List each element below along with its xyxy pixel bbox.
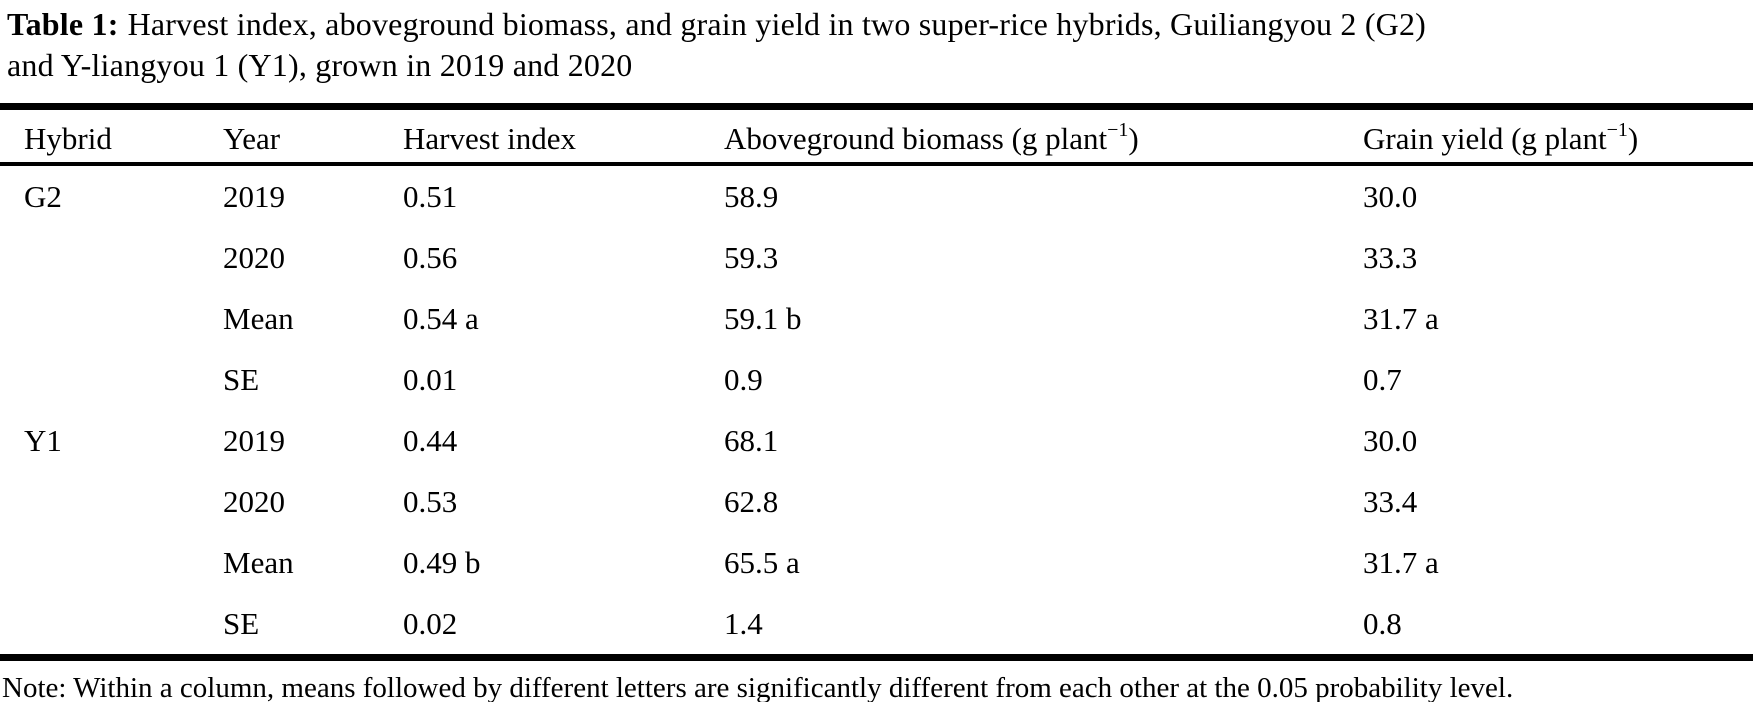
cell-grain-yield: 33.4 xyxy=(1363,484,1418,519)
cell-harvest-index: 0.51 xyxy=(403,179,458,214)
cell-grain-yield: 31.7 a xyxy=(1363,545,1439,580)
superscript-unit: −1 xyxy=(1107,119,1129,141)
cell-aboveground-biomass: 59.3 xyxy=(724,240,779,275)
cell-aboveground-biomass: 68.1 xyxy=(724,423,779,458)
table-note: Note: Within a column, means followed by… xyxy=(2,672,1514,702)
cell-hybrid: Y1 xyxy=(24,423,62,458)
table-caption-label: Table 1: xyxy=(7,6,119,42)
cell-harvest-index: 0.01 xyxy=(403,362,458,397)
table-row: Mean 0.49 b 65.5 a 31.7 a xyxy=(0,532,1753,593)
cell-year: 2020 xyxy=(223,484,285,519)
cell-hybrid xyxy=(0,593,223,658)
cell-harvest-index: 0.54 a xyxy=(403,301,479,336)
cell-year: 2019 xyxy=(223,423,285,458)
cell-hybrid xyxy=(0,532,223,593)
cell-year: 2019 xyxy=(223,179,285,214)
cell-harvest-index: 0.56 xyxy=(403,240,458,275)
cell-year: Mean xyxy=(223,545,294,580)
cell-aboveground-biomass: 0.9 xyxy=(724,362,763,397)
cell-grain-yield: 0.8 xyxy=(1363,606,1402,641)
cell-grain-yield: 30.0 xyxy=(1363,179,1418,214)
cell-aboveground-biomass: 59.1 b xyxy=(724,301,802,336)
column-header-grain-yield: Grain yield (g plant−1) xyxy=(1363,106,1753,166)
table-caption: Table 1: Harvest index, aboveground bioma… xyxy=(7,4,1749,86)
superscript-unit: −1 xyxy=(1606,119,1628,141)
cell-grain-yield: 31.7 a xyxy=(1363,301,1439,336)
table-row: SE 0.01 0.9 0.7 xyxy=(0,349,1753,410)
table-body: G2 2019 0.51 58.9 30.0 2020 0.56 59.3 33… xyxy=(0,164,1753,658)
results-table: Hybrid Year Harvest index Aboveground bi… xyxy=(0,103,1753,661)
table-row: 2020 0.53 62.8 33.4 xyxy=(0,471,1753,532)
cell-hybrid xyxy=(0,349,223,410)
column-header-aboveground-biomass: Aboveground biomass (g plant−1) xyxy=(724,106,1363,166)
cell-aboveground-biomass: 62.8 xyxy=(724,484,779,519)
cell-year: SE xyxy=(223,606,260,641)
table-row: G2 2019 0.51 58.9 30.0 xyxy=(0,164,1753,227)
table-header-row: Hybrid Year Harvest index Aboveground bi… xyxy=(0,106,1753,166)
table-row: 2020 0.56 59.3 33.3 xyxy=(0,227,1753,288)
cell-grain-yield: 30.0 xyxy=(1363,423,1418,458)
cell-hybrid xyxy=(0,227,223,288)
column-header-year: Year xyxy=(223,106,403,166)
cell-harvest-index: 0.02 xyxy=(403,606,458,641)
cell-aboveground-biomass: 1.4 xyxy=(724,606,763,641)
column-header-harvest-index: Harvest index xyxy=(403,106,724,166)
table-row: SE 0.02 1.4 0.8 xyxy=(0,593,1753,658)
column-header-hybrid: Hybrid xyxy=(0,106,223,166)
cell-aboveground-biomass: 65.5 a xyxy=(724,545,800,580)
cell-hybrid xyxy=(0,288,223,349)
cell-year: Mean xyxy=(223,301,294,336)
table-caption-line2: and Y-liangyou 1 (Y1), grown in 2019 and… xyxy=(7,47,633,83)
cell-hybrid: G2 xyxy=(24,179,62,214)
cell-grain-yield: 0.7 xyxy=(1363,362,1402,397)
cell-harvest-index: 0.49 b xyxy=(403,545,481,580)
cell-grain-yield: 33.3 xyxy=(1363,240,1418,275)
cell-hybrid xyxy=(0,471,223,532)
cell-year: 2020 xyxy=(223,240,285,275)
cell-year: SE xyxy=(223,362,260,397)
cell-aboveground-biomass: 58.9 xyxy=(724,179,779,214)
table-row: Y1 2019 0.44 68.1 30.0 xyxy=(0,410,1753,471)
table-caption-line1: Harvest index, aboveground biomass, and … xyxy=(127,6,1427,42)
table-row: Mean 0.54 a 59.1 b 31.7 a xyxy=(0,288,1753,349)
cell-harvest-index: 0.44 xyxy=(403,423,458,458)
cell-harvest-index: 0.53 xyxy=(403,484,458,519)
